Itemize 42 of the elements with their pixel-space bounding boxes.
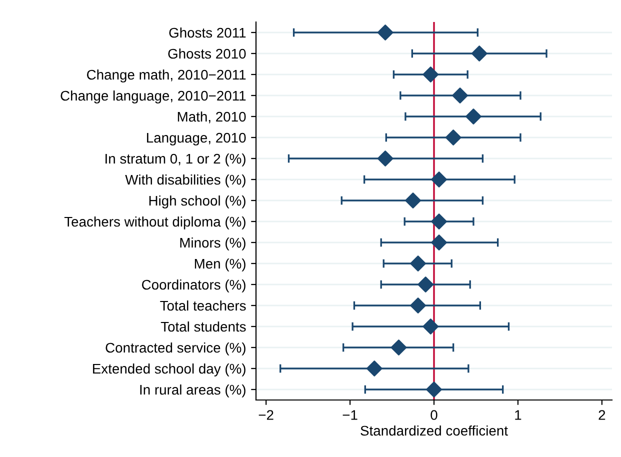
y-tick-label: High school (%)	[149, 195, 246, 208]
x-tick-label: 2	[598, 410, 606, 420]
point	[418, 276, 434, 292]
point	[465, 108, 482, 124]
y-tick-label: Change math, 2010−2011	[87, 69, 246, 82]
y-tick-label: With disabilities (%)	[125, 174, 246, 188]
x-axis-title: Standardized coefficient	[360, 425, 508, 436]
x-tick-label: 1	[515, 410, 522, 420]
point	[377, 24, 394, 40]
point	[471, 46, 488, 62]
point	[422, 318, 439, 334]
y-tick-label: Coordinators (%)	[142, 279, 246, 292]
y-tick-label: Math, 2010	[178, 111, 246, 124]
point	[422, 66, 439, 82]
y-tick-label: Extended school day (%)	[93, 363, 246, 376]
y-tick-label: In rural areas (%)	[140, 384, 246, 398]
point	[426, 382, 442, 398]
x-tick-label: −2	[258, 410, 274, 420]
y-tick-label: In stratum 0, 1 or 2 (%)	[106, 153, 246, 166]
point	[410, 298, 426, 314]
point	[431, 234, 448, 250]
point	[405, 192, 421, 208]
y-tick-label: Minors (%)	[180, 237, 246, 250]
y-tick-label: Ghosts 2011	[169, 27, 246, 38]
y-tick-label: Total teachers	[160, 300, 246, 311]
x-tick-label: −1	[342, 410, 358, 420]
point	[431, 214, 448, 230]
point	[366, 360, 382, 376]
x-tick-label: 0	[430, 410, 438, 420]
point	[377, 150, 394, 166]
y-tick-label: Language, 2010	[147, 132, 246, 146]
y-tick-label: Change language, 2010−2011	[60, 90, 246, 104]
point	[390, 340, 407, 356]
y-tick-label: Ghosts 2010	[168, 48, 246, 59]
y-tick-label: Teachers without diploma (%)	[64, 216, 246, 230]
y-tick-label: Contracted service (%)	[106, 342, 246, 356]
point	[452, 88, 468, 104]
point	[410, 256, 426, 272]
point	[431, 172, 448, 188]
point	[445, 130, 462, 146]
y-tick-label: Total students	[160, 321, 246, 332]
y-tick-label: Men (%)	[194, 258, 246, 272]
